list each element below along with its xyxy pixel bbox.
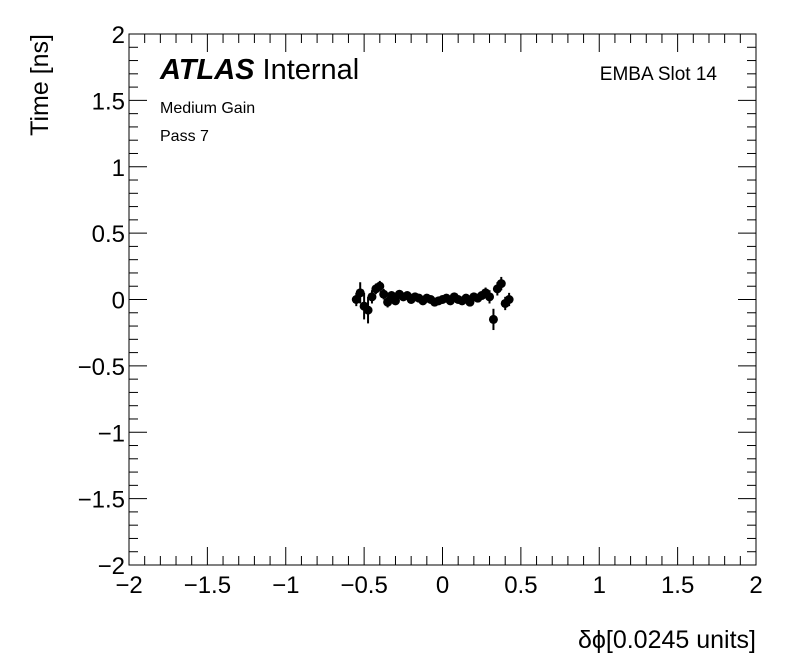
data-point — [379, 289, 389, 299]
y-axis-label: Time [ns] — [26, 34, 54, 136]
data-point — [355, 288, 365, 298]
y-tick-label: 1 — [112, 155, 125, 182]
x-tick-label: −1.5 — [184, 572, 231, 599]
annotation: Pass 7 — [160, 128, 209, 145]
atlas-label: ATLAS Internal — [159, 54, 359, 86]
data-point — [488, 314, 498, 324]
data-point — [383, 297, 393, 307]
slot-label: EMBA Slot 14 — [600, 64, 718, 85]
y-tick-label: 0 — [112, 288, 125, 315]
y-tick-label: 0.5 — [92, 221, 125, 248]
y-tick-label: −1 — [98, 420, 125, 447]
y-tick-label: 1.5 — [92, 88, 125, 115]
data-point — [367, 292, 377, 302]
atlas: ATLAS — [159, 54, 255, 86]
x-tick-label: 1.5 — [661, 572, 694, 599]
x-tick-label: −1 — [272, 572, 299, 599]
y-tick-label: −2 — [98, 553, 125, 580]
x-tick-label: −2 — [115, 572, 142, 599]
x-tick-label: 2 — [749, 572, 762, 599]
data-point — [351, 295, 361, 304]
y-tick-label: 2 — [112, 22, 125, 49]
data-point — [504, 295, 514, 304]
x-tick-label: 1 — [593, 572, 606, 599]
data-point — [390, 296, 400, 306]
annotation: Medium Gain — [160, 100, 255, 117]
data-point — [485, 292, 495, 302]
x-tick-label: −0.5 — [340, 572, 387, 599]
x-axis-label: δϕ[0.0245 units] — [578, 626, 756, 654]
y-tick-label: −0.5 — [78, 354, 125, 381]
chart-title: Internal — [263, 54, 360, 86]
data-point — [496, 279, 506, 289]
y-tick-label: −1.5 — [78, 487, 125, 514]
x-tick-label: 0 — [436, 572, 449, 599]
data-point — [375, 281, 385, 291]
x-tick-label: 0.5 — [504, 572, 537, 599]
data-point — [363, 305, 373, 315]
